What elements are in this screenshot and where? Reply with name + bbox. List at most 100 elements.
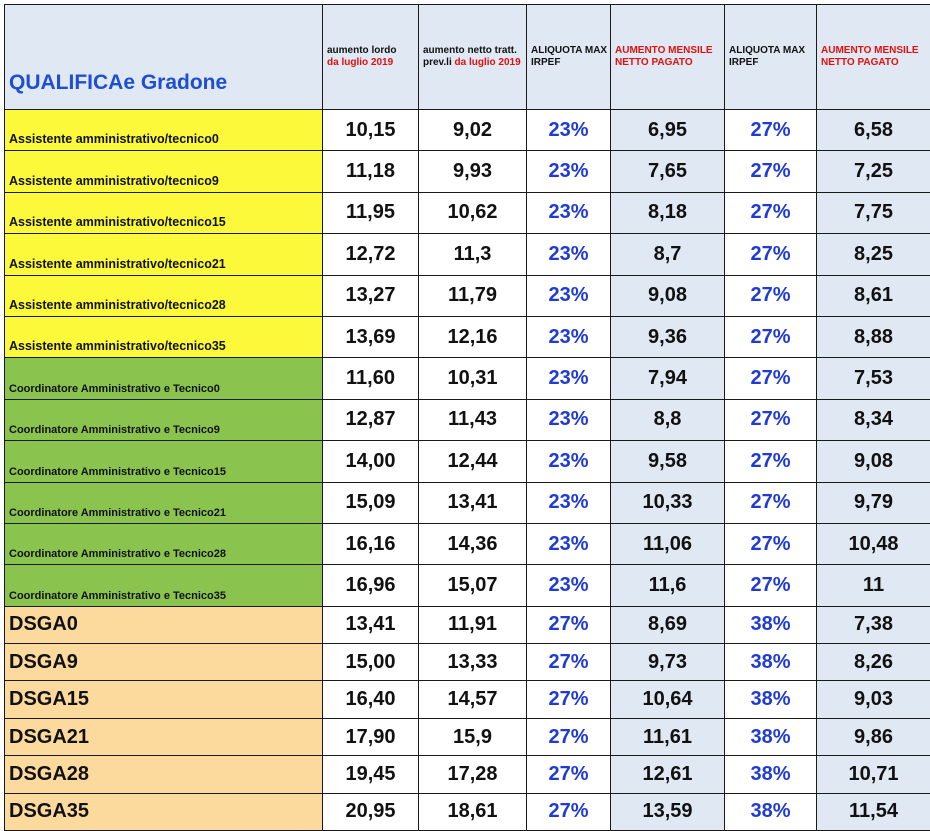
- aumento-netto-cell: 17,28: [419, 756, 527, 793]
- aumento-netto-cell: 12,16: [419, 316, 527, 357]
- aliquota-2-cell: 38%: [725, 793, 817, 830]
- aumento-netto-cell: 9,02: [419, 110, 527, 151]
- aliquota-1-cell: 23%: [527, 316, 611, 357]
- qualifica-cell: Assistente amministrativo/tecnico0: [5, 110, 323, 151]
- aumento-mensile-1-cell: 9,36: [611, 316, 725, 357]
- qualifica-cell: Coordinatore Amministrativo e Tecnico15: [5, 441, 323, 482]
- qualifica-cell: Coordinatore Amministrativo e Tecnico9: [5, 399, 323, 440]
- aumento-mensile-2-cell: 11: [817, 565, 930, 606]
- aumento-lordo-cell: 13,27: [323, 275, 419, 316]
- aumento-lordo-cell: 14,00: [323, 441, 419, 482]
- aumento-lordo-cell: 17,90: [323, 718, 419, 755]
- aumento-mensile-2-cell: 8,26: [817, 644, 930, 681]
- aumento-mensile-1-cell: 8,18: [611, 192, 725, 233]
- aliquota-1-cell: 23%: [527, 523, 611, 564]
- salary-increase-table: QUALIFICAe Gradone aumento lordo da lugl…: [4, 4, 930, 831]
- aliquota-1-cell: 27%: [527, 718, 611, 755]
- aumento-mensile-1-cell: 9,08: [611, 275, 725, 316]
- aumento-mensile-1-cell: 9,58: [611, 441, 725, 482]
- qualifica-cell: Coordinatore Amministrativo e Tecnico21: [5, 482, 323, 523]
- aumento-mensile-2-cell: 7,25: [817, 151, 930, 192]
- aumento-mensile-2-cell: 8,61: [817, 275, 930, 316]
- aumento-netto-cell: 13,33: [419, 644, 527, 681]
- aliquota-2-cell: 38%: [725, 756, 817, 793]
- aumento-lordo-cell: 11,18: [323, 151, 419, 192]
- qualifica-cell: DSGA35: [5, 793, 323, 830]
- aumento-netto-cell: 18,61: [419, 793, 527, 830]
- aumento-mensile-2-cell: 10,71: [817, 756, 930, 793]
- aumento-mensile-1-cell: 11,61: [611, 718, 725, 755]
- header-row: QUALIFICAe Gradone aumento lordo da lugl…: [5, 5, 930, 110]
- aumento-mensile-1-cell: 13,59: [611, 793, 725, 830]
- aliquota-1-cell: 23%: [527, 151, 611, 192]
- aliquota-1-cell: 23%: [527, 441, 611, 482]
- qualifica-cell: Coordinatore Amministrativo e Tecnico28: [5, 523, 323, 564]
- header-aumento-lordo-label: aumento lordo: [327, 45, 396, 56]
- aumento-mensile-2-cell: 8,34: [817, 399, 930, 440]
- aliquota-2-cell: 27%: [725, 110, 817, 151]
- qualifica-cell: DSGA9: [5, 644, 323, 681]
- header-aumento-mensile-2: AUMENTO MENSILE NETTO PAGATO: [817, 5, 930, 110]
- aumento-mensile-2-cell: 6,58: [817, 110, 930, 151]
- header-aumento-netto-date: da luglio 2019: [455, 57, 521, 68]
- qualifica-cell: Assistente amministrativo/tecnico28: [5, 275, 323, 316]
- qualifica-cell: Coordinatore Amministrativo e Tecnico0: [5, 358, 323, 399]
- qualifica-cell: DSGA21: [5, 718, 323, 755]
- aliquota-2-cell: 27%: [725, 151, 817, 192]
- aumento-lordo-cell: 20,95: [323, 793, 419, 830]
- aumento-netto-cell: 11,79: [419, 275, 527, 316]
- qualifica-cell: DSGA28: [5, 756, 323, 793]
- aliquota-1-cell: 23%: [527, 399, 611, 440]
- aumento-lordo-cell: 13,69: [323, 316, 419, 357]
- aliquota-2-cell: 27%: [725, 316, 817, 357]
- qualifica-cell: Assistente amministrativo/tecnico9: [5, 151, 323, 192]
- aliquota-1-cell: 27%: [527, 644, 611, 681]
- aliquota-1-cell: 27%: [527, 756, 611, 793]
- aumento-mensile-1-cell: 9,73: [611, 644, 725, 681]
- aumento-mensile-1-cell: 11,06: [611, 523, 725, 564]
- aumento-lordo-cell: 12,72: [323, 234, 419, 275]
- aumento-mensile-1-cell: 11,6: [611, 565, 725, 606]
- aliquota-2-cell: 27%: [725, 192, 817, 233]
- aliquota-2-cell: 38%: [725, 644, 817, 681]
- aumento-mensile-2-cell: 10,48: [817, 523, 930, 564]
- aliquota-2-cell: 27%: [725, 275, 817, 316]
- aumento-lordo-cell: 16,96: [323, 565, 419, 606]
- aliquota-1-cell: 23%: [527, 192, 611, 233]
- qualifica-cell: Assistente amministrativo/tecnico35: [5, 316, 323, 357]
- aumento-mensile-2-cell: 8,88: [817, 316, 930, 357]
- qualifica-cell: DSGA15: [5, 681, 323, 718]
- qualifica-cell: DSGA0: [5, 606, 323, 643]
- qualifica-cell: Assistente amministrativo/tecnico21: [5, 234, 323, 275]
- header-qualifica: QUALIFICAe Gradone: [5, 5, 323, 110]
- aliquota-1-cell: 23%: [527, 482, 611, 523]
- aumento-mensile-1-cell: 10,64: [611, 681, 725, 718]
- qualifica-cell: Coordinatore Amministrativo e Tecnico35: [5, 565, 323, 606]
- aumento-mensile-2-cell: 9,86: [817, 718, 930, 755]
- aumento-mensile-2-cell: 7,38: [817, 606, 930, 643]
- aumento-mensile-1-cell: 8,7: [611, 234, 725, 275]
- qualifica-cell: Assistente amministrativo/tecnico15: [5, 192, 323, 233]
- aumento-mensile-1-cell: 8,69: [611, 606, 725, 643]
- aumento-mensile-2-cell: 7,75: [817, 192, 930, 233]
- aliquota-1-cell: 27%: [527, 606, 611, 643]
- aumento-lordo-cell: 11,60: [323, 358, 419, 399]
- aumento-netto-cell: 12,44: [419, 441, 527, 482]
- aumento-lordo-cell: 16,16: [323, 523, 419, 564]
- aliquota-2-cell: 38%: [725, 681, 817, 718]
- aumento-mensile-2-cell: 8,25: [817, 234, 930, 275]
- aumento-mensile-2-cell: 7,53: [817, 358, 930, 399]
- aliquota-1-cell: 23%: [527, 110, 611, 151]
- aumento-mensile-2-cell: 9,08: [817, 441, 930, 482]
- aumento-mensile-2-cell: 9,79: [817, 482, 930, 523]
- aumento-lordo-cell: 15,00: [323, 644, 419, 681]
